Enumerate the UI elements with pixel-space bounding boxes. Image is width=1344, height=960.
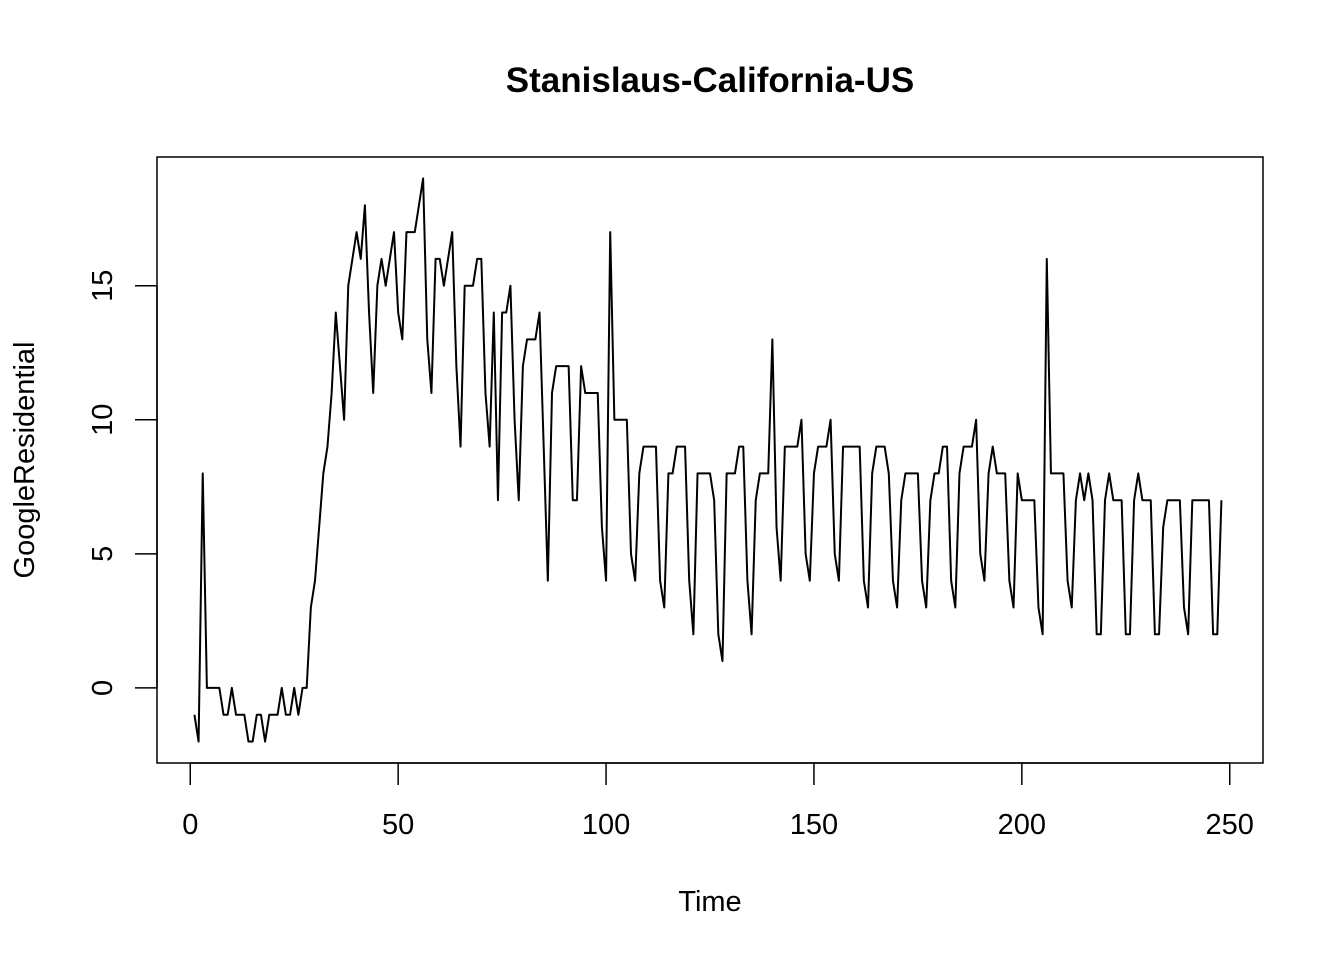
x-axis: 0 50 100 150 200 250 (182, 762, 1254, 841)
x-tick-label: 100 (582, 809, 630, 841)
x-tick-label: 150 (790, 809, 838, 841)
x-tick-label: 200 (998, 809, 1046, 841)
x-tick-label: 250 (1206, 809, 1254, 841)
y-axis-label: GoogleResidential (9, 342, 41, 579)
x-tick-label: 0 (182, 809, 198, 841)
series-group (193, 177, 1223, 743)
plot-frame (156, 156, 1264, 764)
y-axis: 0 5 10 15 (87, 270, 158, 696)
x-axis-label: Time (678, 886, 741, 918)
y-tick-label: 5 (87, 546, 119, 562)
series-line-0 (193, 177, 1223, 743)
y-tick-label: 15 (87, 270, 119, 302)
x-tick-label: 50 (382, 809, 414, 841)
y-tick-label: 10 (87, 404, 119, 436)
chart-title: Stanislaus-California-US (506, 61, 914, 100)
y-tick-label: 0 (87, 680, 119, 696)
